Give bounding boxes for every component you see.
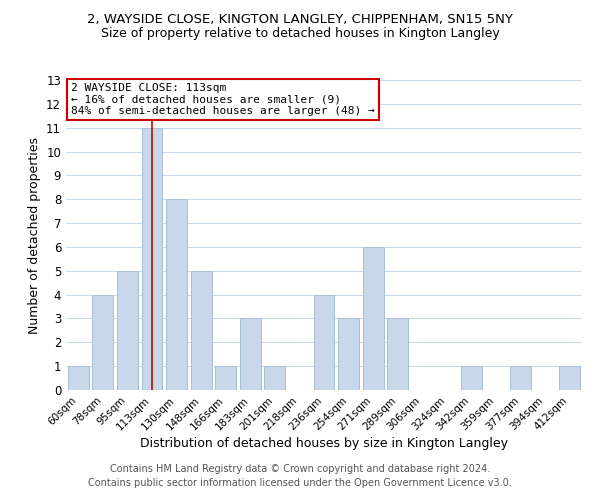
Bar <box>387 318 408 390</box>
Bar <box>68 366 89 390</box>
Y-axis label: Number of detached properties: Number of detached properties <box>28 136 41 334</box>
Bar <box>215 366 236 390</box>
Bar <box>338 318 359 390</box>
Bar <box>92 294 113 390</box>
Bar <box>362 247 383 390</box>
Bar <box>314 294 334 390</box>
Bar <box>191 271 212 390</box>
Text: 2 WAYSIDE CLOSE: 113sqm
← 16% of detached houses are smaller (9)
84% of semi-det: 2 WAYSIDE CLOSE: 113sqm ← 16% of detache… <box>71 83 375 116</box>
Bar <box>240 318 261 390</box>
Text: Contains HM Land Registry data © Crown copyright and database right 2024.
Contai: Contains HM Land Registry data © Crown c… <box>88 464 512 487</box>
Text: 2, WAYSIDE CLOSE, KINGTON LANGLEY, CHIPPENHAM, SN15 5NY: 2, WAYSIDE CLOSE, KINGTON LANGLEY, CHIPP… <box>87 12 513 26</box>
Bar <box>117 271 138 390</box>
Text: Size of property relative to detached houses in Kington Langley: Size of property relative to detached ho… <box>101 28 499 40</box>
Bar <box>142 128 163 390</box>
Bar <box>265 366 286 390</box>
Bar <box>166 199 187 390</box>
Bar <box>559 366 580 390</box>
X-axis label: Distribution of detached houses by size in Kington Langley: Distribution of detached houses by size … <box>140 438 508 450</box>
Bar <box>461 366 482 390</box>
Bar <box>510 366 531 390</box>
